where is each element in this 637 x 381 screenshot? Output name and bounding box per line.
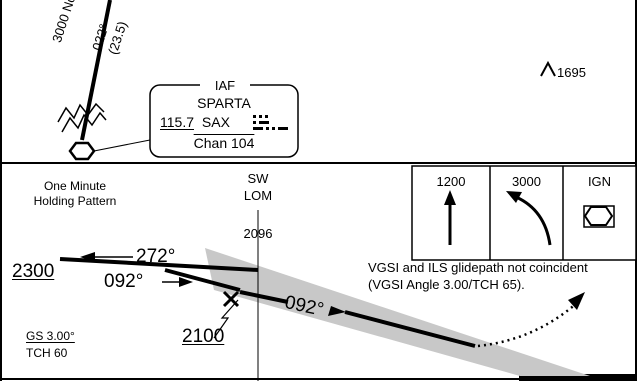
- fap-leader-icon: [213, 299, 239, 339]
- fap-altitude: 2100: [182, 326, 225, 347]
- missed-step3-hexagon-icon: [583, 206, 614, 226]
- vortac-icon: [68, 141, 96, 161]
- glideslope-wedge: [205, 248, 590, 376]
- iaf-name: SPARTA: [197, 95, 251, 111]
- terrain-zigzag-icon: [61, 111, 107, 133]
- missed-dotted-arrowhead-icon: [568, 292, 585, 310]
- final-arrowhead-icon: [328, 306, 346, 316]
- iaf-ident: SAX: [201, 114, 230, 130]
- missed-step2-altitude: 3000: [512, 174, 541, 189]
- hold-leg: [164, 268, 241, 292]
- fix-type: LOM: [243, 188, 273, 203]
- glideslope-angle: GS 3.00°: [26, 329, 75, 343]
- missed-step1-altitude: 1200: [436, 174, 466, 189]
- holding-note-line1: One Minute: [43, 179, 107, 193]
- iaf-leader-line: [93, 139, 151, 152]
- missed-approach-dotted-path: [477, 301, 579, 348]
- missed-step1-arrowhead-icon: [444, 190, 456, 205]
- missed-step3-label: IGN: [587, 174, 612, 189]
- inbound-course-left: 092°: [104, 271, 144, 292]
- iaf-title: IAF: [214, 78, 236, 93]
- outbound-course: 272°: [136, 246, 176, 267]
- fix-name: SW: [247, 171, 269, 186]
- fix-altitude: 2096: [243, 226, 273, 241]
- final-approach-line: [239, 290, 289, 304]
- tch: TCH 60: [26, 346, 68, 360]
- spot-elevation: 1695: [557, 65, 586, 80]
- faf-cross-icon: [222, 290, 240, 308]
- iaf-channel: Chan 104: [193, 135, 255, 151]
- final-approach-line-2: [344, 310, 476, 348]
- spot-elevation-icon: [540, 60, 556, 77]
- missed-step2-arrowhead-icon: [506, 191, 522, 203]
- vgsi-note-line2: (VGSI Angle 3.00/TCH 65).: [368, 277, 525, 292]
- corner-block: [519, 374, 637, 381]
- iaf-frequency-line: 115.7 SAX: [160, 115, 230, 129]
- iaf-frequency: 115.7: [160, 114, 194, 130]
- holding-note-line2: Holding Pattern: [33, 194, 117, 208]
- iaf-title-gap: [200, 80, 250, 90]
- morse-code-icon: [253, 115, 288, 130]
- terrain-zigzag-icon-2: [57, 102, 105, 123]
- missed-step2-arrow-icon: [515, 195, 552, 246]
- hold-altitude: 2300: [12, 261, 55, 282]
- inbound-arrowhead-icon: [179, 277, 193, 287]
- airway-line: [80, 0, 112, 141]
- outbound-arrowhead-icon: [80, 252, 95, 262]
- missed-step3-frame-icon: [583, 205, 615, 228]
- vgsi-note-line1: VGSI and ILS glidepath not coincident: [368, 260, 588, 275]
